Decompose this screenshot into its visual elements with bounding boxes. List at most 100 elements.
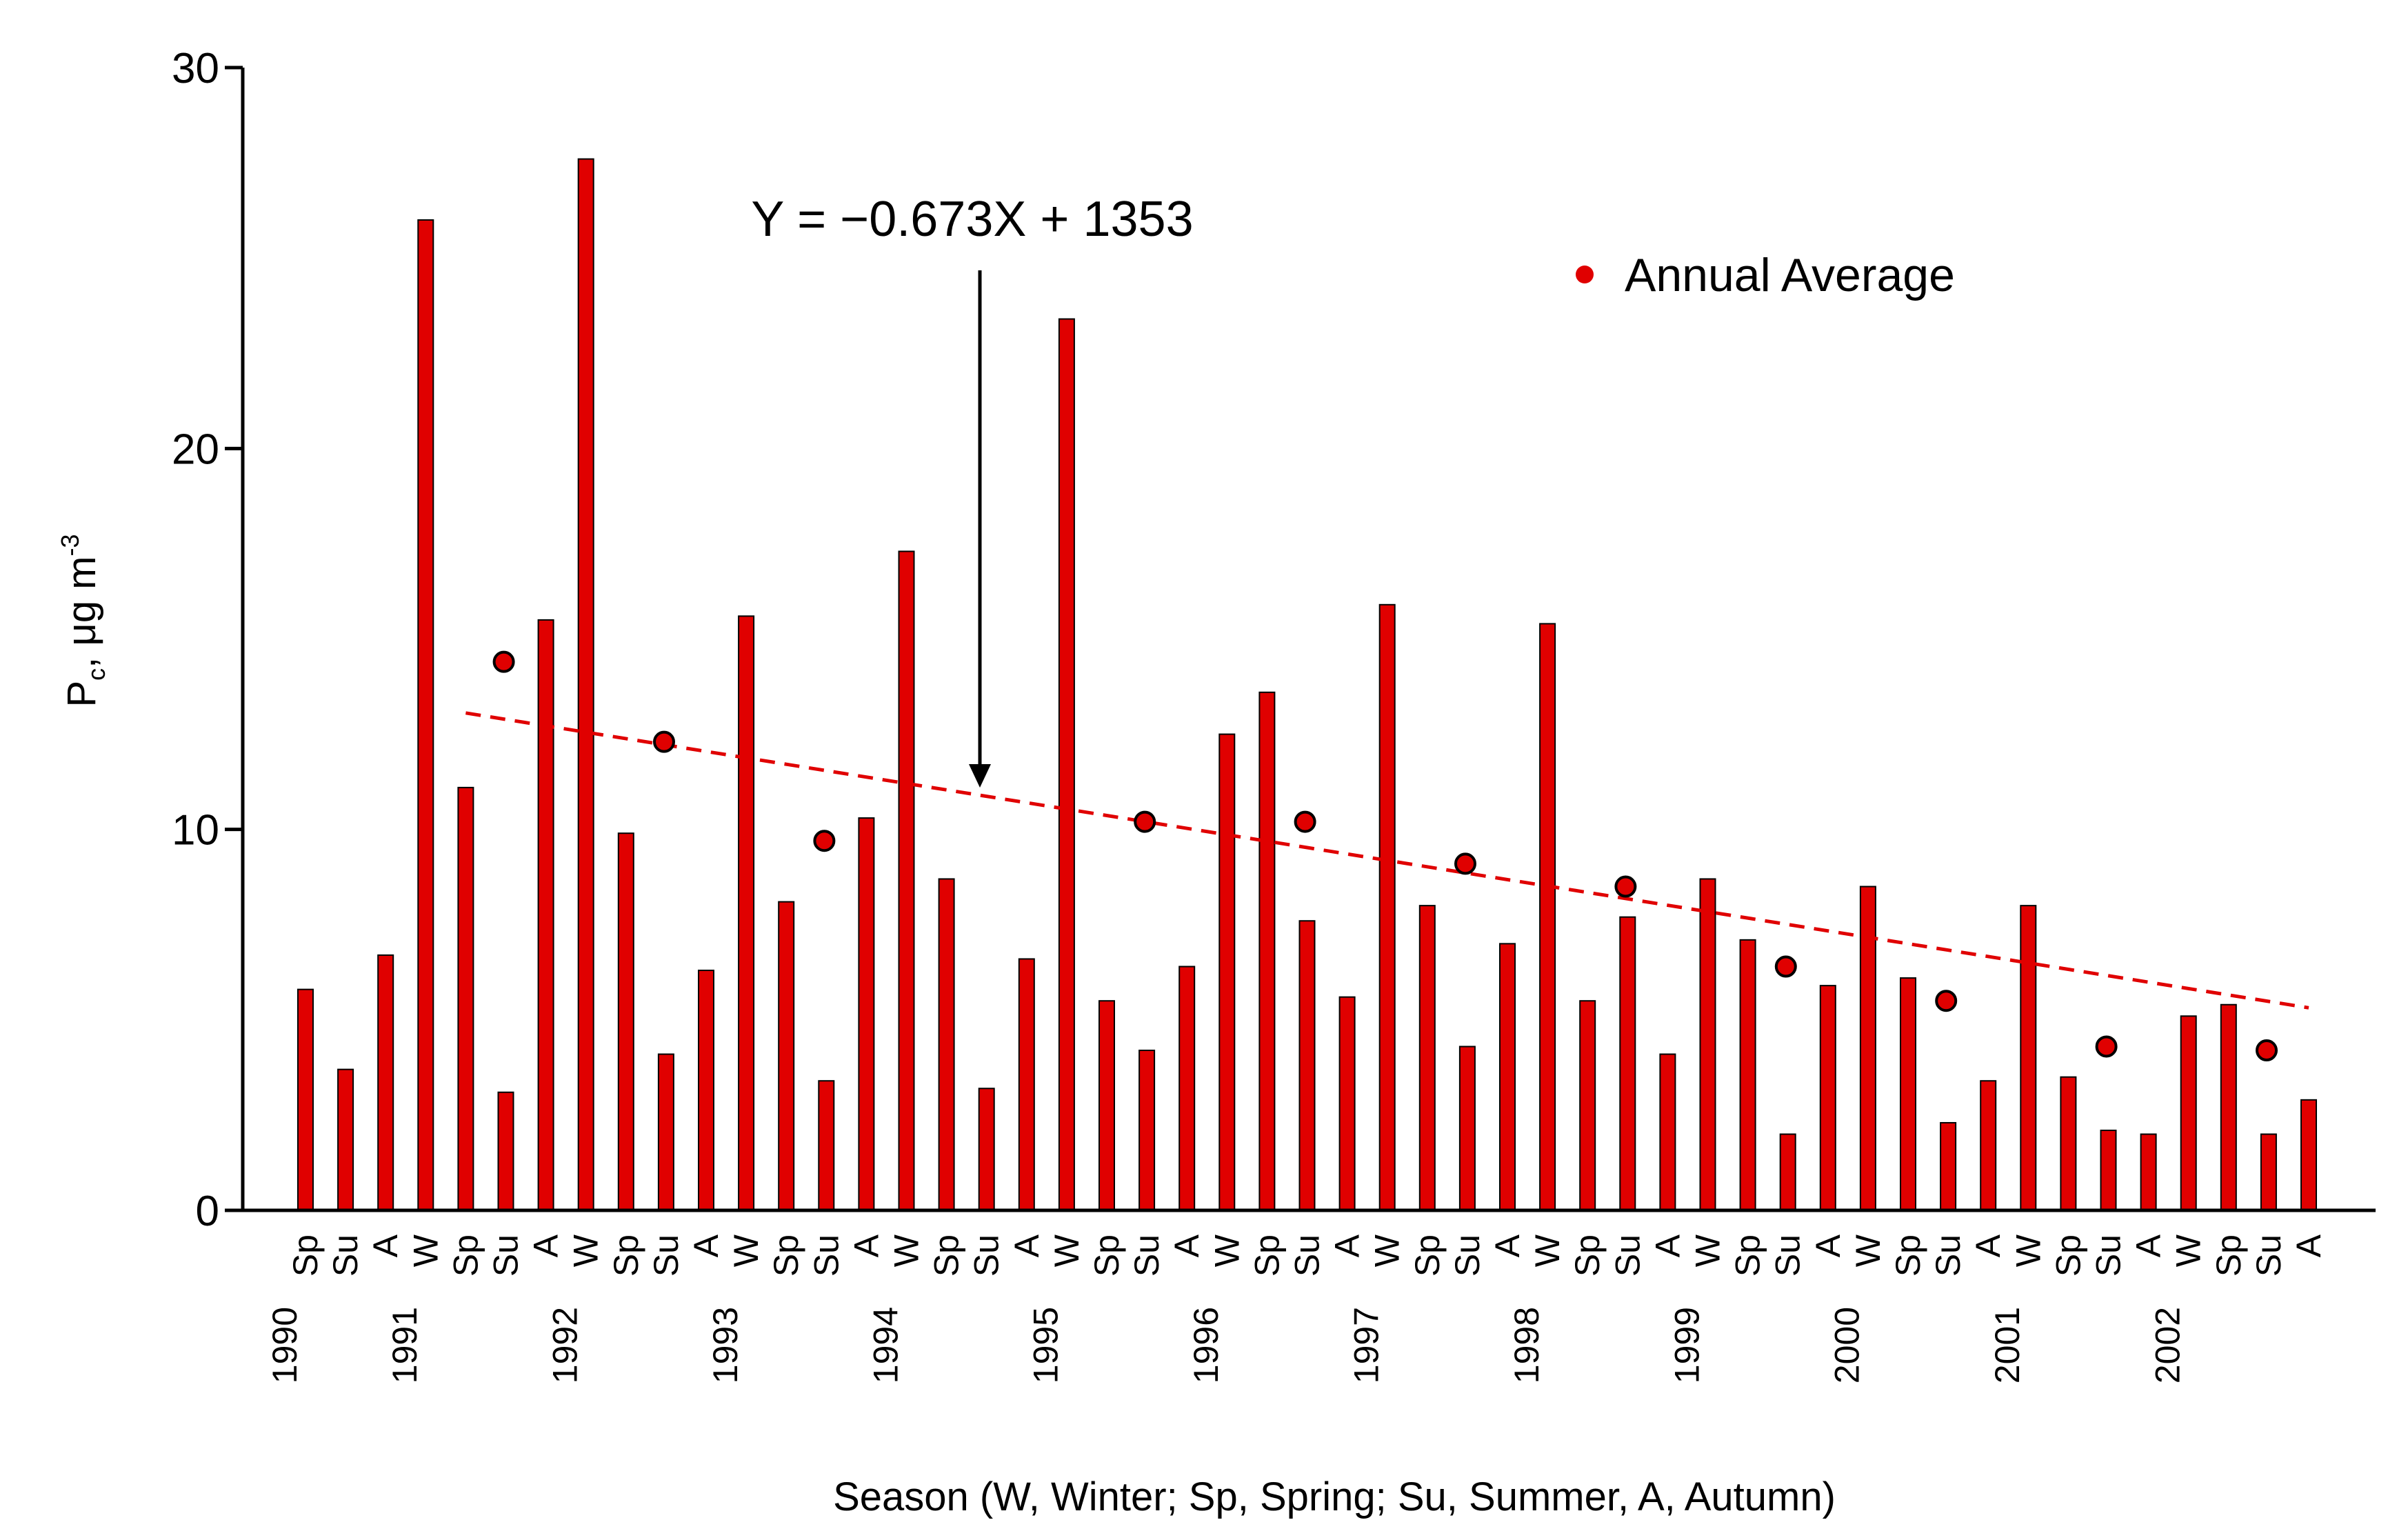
- x-tick-label: Su: [1127, 1234, 1166, 1277]
- annual-average-point: [1134, 810, 1156, 833]
- x-tick-label: Sp: [446, 1234, 485, 1277]
- bar: [1499, 943, 1516, 1212]
- bar: [1058, 318, 1075, 1211]
- bar: [2220, 1003, 2237, 1211]
- bar: [1298, 920, 1316, 1212]
- annual-average-point: [492, 650, 515, 673]
- x-tick-label: Sp: [1889, 1234, 1927, 1277]
- bar: [1258, 691, 1276, 1211]
- bar: [297, 988, 314, 1211]
- x-tick-label: W: [727, 1234, 765, 1267]
- x-tick-label: A: [366, 1234, 405, 1257]
- x-tick-label: Sp: [1729, 1234, 1767, 1277]
- bar: [1378, 603, 1396, 1211]
- annual-average-point: [1454, 852, 1476, 875]
- y-axis-label-rest: , μg m: [59, 556, 104, 668]
- x-year-label: 1997: [1347, 1307, 1385, 1383]
- x-tick-label: W: [406, 1234, 445, 1267]
- x-tick-label: W: [1849, 1234, 1887, 1267]
- bar: [2020, 905, 2037, 1211]
- x-tick-label: Sp: [286, 1234, 325, 1277]
- bar: [1018, 958, 1035, 1211]
- bar: [417, 219, 434, 1211]
- bars-group: [297, 158, 2317, 1212]
- bar: [1579, 1000, 1596, 1211]
- trendline-group: [465, 711, 2309, 1010]
- x-year-label: 1994: [866, 1307, 905, 1383]
- x-year-label: 2001: [1988, 1307, 2027, 1383]
- bar: [1619, 916, 1636, 1212]
- x-year-label: 2000: [1828, 1307, 1867, 1383]
- x-tick-label: W: [2169, 1234, 2208, 1267]
- annotation-arrowhead: [969, 764, 991, 788]
- bar: [778, 901, 795, 1211]
- x-year-label: 1999: [1667, 1307, 1706, 1383]
- x-tick-label: W: [1207, 1234, 1246, 1267]
- regression-equation: Y = −0.673X + 1353: [751, 192, 1193, 247]
- trendline: [465, 711, 2309, 1010]
- x-tick-label: W: [1368, 1234, 1407, 1267]
- x-tick-label: Sp: [1568, 1234, 1607, 1277]
- bar: [1819, 985, 1836, 1211]
- x-tick-label: Sp: [1087, 1234, 1126, 1277]
- legend-marker: [1576, 266, 1594, 283]
- x-tick-label: A: [847, 1234, 885, 1257]
- bar: [497, 1091, 514, 1211]
- bar: [1338, 996, 1356, 1212]
- x-tick-label: A: [1969, 1234, 2007, 1257]
- x-tick-label: W: [887, 1234, 926, 1267]
- y-tick-label: 20: [172, 426, 219, 473]
- x-year-label: 1995: [1027, 1307, 1065, 1383]
- x-tick-label: Su: [1929, 1234, 1967, 1277]
- x-tick-label: Sp: [767, 1234, 805, 1277]
- bar: [1739, 939, 1756, 1212]
- bar: [2180, 1015, 2197, 1212]
- annual-average-point: [652, 730, 675, 753]
- bar: [818, 1080, 835, 1211]
- bar: [1539, 623, 1556, 1211]
- x-year-label: 1990: [265, 1307, 304, 1383]
- bar: [2100, 1130, 2117, 1212]
- bar: [1699, 878, 1716, 1211]
- x-tick-label: Sp: [2049, 1234, 2087, 1277]
- axes-group: [225, 66, 2376, 1212]
- annual-average-point: [1774, 955, 1797, 978]
- bar: [1859, 886, 1876, 1212]
- legend-label: Annual Average: [1625, 249, 1955, 301]
- bar: [1458, 1046, 1476, 1212]
- x-tick-label: A: [1007, 1234, 1046, 1257]
- x-tick-label: W: [567, 1234, 605, 1267]
- x-tick-label: Su: [2089, 1234, 2128, 1277]
- bar: [377, 954, 394, 1211]
- x-tick-label: Su: [1288, 1234, 1327, 1277]
- x-tick-label: A: [1167, 1234, 1206, 1257]
- y-tick-labels: 0 10 20 30: [172, 45, 219, 1235]
- bar: [457, 786, 474, 1212]
- x-tick-label: Sp: [927, 1234, 966, 1277]
- x-tick-label: Sp: [1408, 1234, 1447, 1277]
- x-tick-label: A: [1809, 1234, 1847, 1257]
- bar: [938, 878, 955, 1211]
- bar: [537, 619, 554, 1211]
- x-tick-label: A: [1488, 1234, 1527, 1257]
- bar: [1940, 1121, 1957, 1212]
- x-tick-label: W: [1047, 1234, 1086, 1267]
- x-axis-label: Season (W, Winter; Sp, Spring; Su, Summe…: [833, 1474, 1836, 1519]
- bar: [577, 158, 594, 1211]
- bar: [657, 1053, 674, 1211]
- bar: [978, 1088, 995, 1211]
- bar: [2260, 1133, 2277, 1211]
- y-axis-label: Pc, μg m-3: [56, 534, 110, 707]
- bar: [1178, 966, 1196, 1212]
- x-tick-label: Su: [1448, 1234, 1487, 1277]
- annual-average-point: [813, 830, 836, 852]
- x-tick-label: A: [1328, 1234, 1367, 1257]
- x-tick-label: Sp: [1247, 1234, 1286, 1277]
- x-tick-label: A: [687, 1234, 725, 1257]
- x-tick-label: Su: [647, 1234, 685, 1277]
- bar: [1418, 905, 1436, 1211]
- bar: [858, 817, 875, 1211]
- annual-average-markers: [492, 650, 2278, 1062]
- x-year-label: 1996: [1187, 1307, 1225, 1383]
